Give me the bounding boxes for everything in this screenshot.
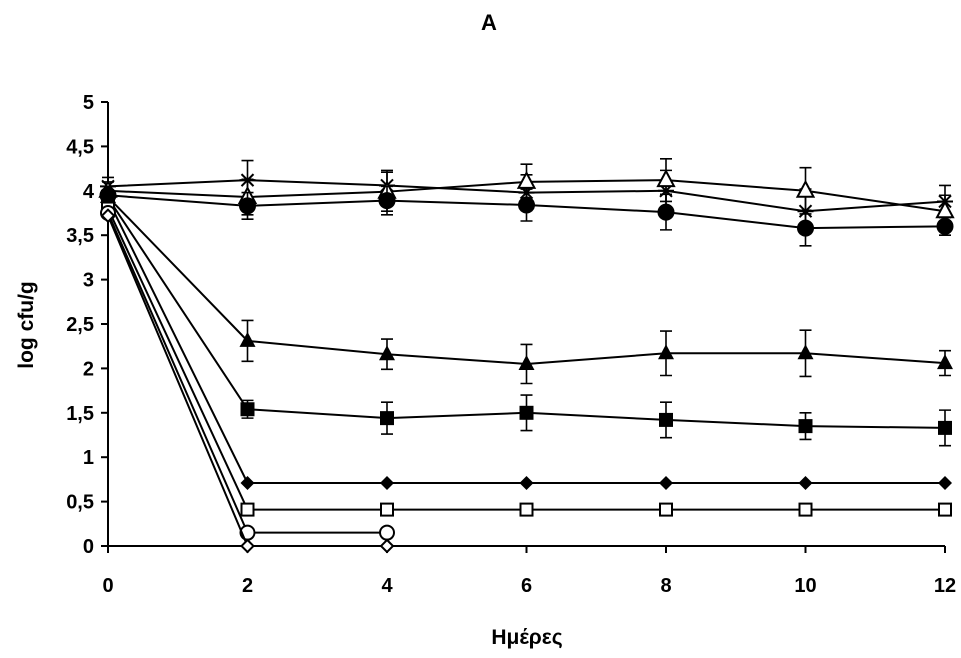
data-point	[938, 475, 952, 490]
y-tick-label: 1	[83, 447, 94, 469]
data-point	[379, 538, 395, 554]
data-point	[379, 524, 395, 541]
y-tick-label: 5	[83, 92, 94, 114]
y-tick-label: 1,5	[66, 403, 94, 425]
data-point	[379, 345, 395, 361]
series-line	[107, 199, 945, 484]
data-point	[240, 502, 255, 517]
y-tick-label: 4,5	[66, 136, 94, 158]
x-tick-label: 4	[381, 575, 393, 597]
axes: 0 0,5 1 1,5 2 2,5 3 3,5 4 4,5 5 0 2 4 6 8 10 12	[66, 92, 956, 597]
data-point	[519, 475, 534, 490]
data-point	[798, 502, 813, 517]
data-point	[518, 354, 535, 370]
data-point	[239, 331, 256, 347]
data-point	[380, 502, 394, 517]
series-diamond-filled	[101, 192, 952, 490]
y-tick-label: 3,5	[66, 225, 94, 247]
data-point	[518, 196, 535, 214]
y-tick-label: 0	[83, 536, 94, 558]
data-point	[659, 475, 673, 490]
y-tick-label: 2,5	[66, 314, 94, 336]
series-square-filled	[101, 190, 952, 447]
x-tick-label: 12	[934, 575, 956, 597]
data-point	[658, 344, 674, 360]
data-point	[795, 179, 816, 198]
data-point	[240, 402, 255, 417]
y-tick-label: 2	[83, 358, 94, 380]
data-point	[937, 354, 953, 370]
x-tick-label: 10	[794, 575, 816, 597]
series-layer	[98, 158, 955, 554]
data-point	[239, 197, 256, 215]
data-point	[378, 192, 396, 210]
data-point	[659, 412, 673, 427]
x-axis-label: Ημέρες	[491, 626, 562, 649]
data-point	[656, 169, 676, 188]
data-point	[938, 502, 952, 517]
data-point	[519, 502, 534, 517]
series-diamond-open	[100, 208, 395, 554]
x-tick-label: 8	[660, 575, 671, 597]
y-axis-label: log cfu/g	[15, 281, 38, 369]
data-point	[797, 344, 814, 360]
series-line	[107, 196, 946, 365]
series-line	[107, 197, 946, 429]
x-tick-label: 2	[242, 575, 253, 597]
data-point	[938, 420, 952, 435]
data-point	[380, 475, 394, 490]
data-point	[519, 405, 534, 420]
series-line	[107, 215, 387, 547]
data-point	[240, 475, 255, 490]
data-point	[657, 203, 675, 221]
data-point	[516, 170, 537, 189]
data-point	[798, 419, 813, 434]
data-point	[659, 502, 673, 517]
data-point	[797, 219, 814, 237]
y-tick-label: 3	[83, 270, 94, 292]
y-tick-label: 0,5	[66, 492, 94, 514]
data-point	[100, 208, 116, 224]
data-point	[240, 538, 255, 554]
data-point	[798, 475, 813, 490]
data-point	[936, 217, 954, 235]
x-tick-label: 6	[521, 575, 532, 597]
x-tick-label: 0	[102, 575, 113, 597]
data-point	[380, 411, 394, 426]
y-tick-label: 4	[83, 181, 95, 203]
chart-title: A	[481, 10, 497, 35]
